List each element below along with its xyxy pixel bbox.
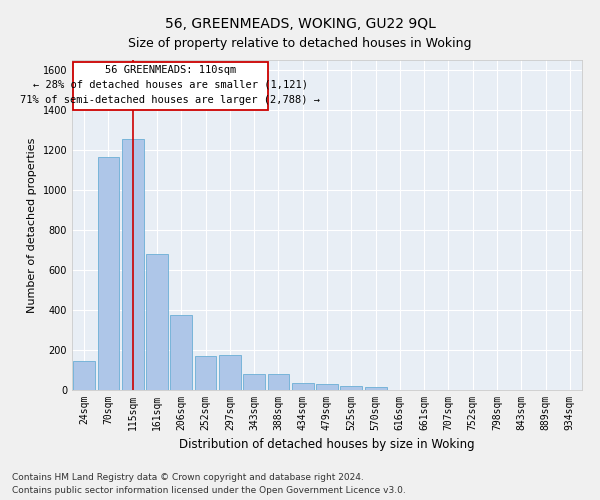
Text: 56 GREENMEADS: 110sqm: 56 GREENMEADS: 110sqm (105, 64, 236, 74)
Y-axis label: Number of detached properties: Number of detached properties (27, 138, 37, 312)
Bar (170, 315, 192, 390)
Text: 56, GREENMEADS, WOKING, GU22 9QL: 56, GREENMEADS, WOKING, GU22 9QL (164, 18, 436, 32)
Bar (97, 157, 119, 390)
Bar (146, 254, 168, 390)
Text: 71% of semi-detached houses are larger (2,788) →: 71% of semi-detached houses are larger (… (20, 94, 320, 104)
Text: Size of property relative to detached houses in Woking: Size of property relative to detached ho… (128, 38, 472, 51)
Bar (268, 374, 289, 390)
Bar (340, 386, 362, 390)
Bar (365, 387, 386, 390)
Text: Contains HM Land Registry data © Crown copyright and database right 2024.: Contains HM Land Registry data © Crown c… (12, 474, 364, 482)
X-axis label: Distribution of detached houses by size in Woking: Distribution of detached houses by size … (179, 438, 475, 452)
Bar (73, 62, 268, 110)
Bar (122, 139, 143, 390)
Bar (292, 383, 314, 390)
Bar (316, 384, 338, 390)
Bar (243, 374, 265, 390)
Text: ← 28% of detached houses are smaller (1,121): ← 28% of detached houses are smaller (1,… (33, 80, 308, 90)
Bar (73, 361, 95, 390)
Text: Contains public sector information licensed under the Open Government Licence v3: Contains public sector information licen… (12, 486, 406, 495)
Bar (194, 356, 217, 390)
Bar (219, 355, 241, 390)
